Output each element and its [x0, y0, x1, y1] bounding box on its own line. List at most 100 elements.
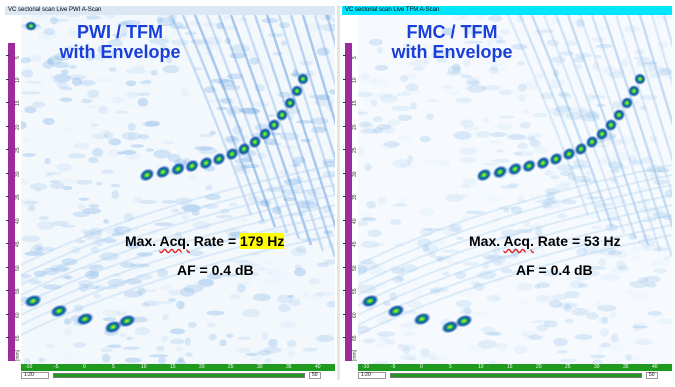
speckle — [69, 64, 78, 70]
speckle — [641, 234, 652, 240]
speckle — [574, 334, 593, 340]
speckle — [422, 153, 436, 158]
speckle — [175, 346, 184, 352]
right-scan-svg — [358, 15, 672, 364]
speckle — [21, 91, 41, 95]
left-zoom-field[interactable]: 1:20 — [21, 372, 49, 379]
left-slider-end[interactable]: 50 — [309, 372, 321, 379]
speckle — [619, 249, 628, 259]
speckle — [391, 105, 412, 112]
right-zoom-field[interactable]: 1:20 — [358, 372, 386, 379]
speckle — [372, 264, 384, 269]
speckle — [169, 21, 184, 29]
speckle — [52, 61, 69, 69]
speckle — [544, 169, 554, 176]
speckle — [584, 196, 603, 200]
speckle — [567, 171, 576, 180]
speckle — [281, 40, 287, 46]
speckle — [592, 225, 603, 230]
speckle — [610, 333, 619, 343]
speckle — [21, 69, 33, 78]
diffraction-streak — [181, 15, 265, 222]
speckle — [462, 178, 477, 187]
diffraction-streak — [265, 15, 335, 230]
right-echo-indications — [361, 73, 646, 334]
speckle — [299, 60, 313, 66]
speckle — [119, 332, 128, 339]
speckle — [649, 172, 661, 179]
right-rate-acq: Acq. — [503, 233, 534, 249]
speckle — [59, 86, 73, 91]
speckle — [534, 294, 552, 303]
right-depth-bar[interactable] — [345, 43, 352, 361]
echo-indication — [455, 314, 473, 328]
speckle — [324, 15, 333, 21]
speckle — [257, 267, 268, 271]
speckle — [307, 191, 314, 200]
speckle — [134, 64, 146, 70]
speckle — [271, 207, 282, 215]
speckle — [75, 239, 86, 244]
speckle — [495, 149, 504, 153]
speckle — [542, 269, 562, 277]
fmc-tfm-panel: VC sectorial scan Live TFM A-Scan 5 10 15 2… — [342, 6, 672, 380]
speckle — [323, 259, 335, 265]
speckle — [642, 216, 657, 223]
lateral-tick-label: 5 — [112, 364, 115, 370]
speckle — [481, 85, 502, 91]
echo-indication — [184, 159, 200, 173]
echo-indication — [574, 142, 588, 156]
speckle — [568, 106, 588, 113]
speckle — [300, 189, 317, 195]
speckle — [614, 358, 622, 364]
speckle — [556, 164, 575, 172]
speckle — [29, 245, 44, 255]
left-scan-slider[interactable] — [53, 373, 305, 378]
right-scan-slider[interactable] — [390, 373, 642, 378]
speckle — [466, 77, 480, 87]
left-rate-mid: Rate = — [189, 233, 241, 249]
speckle — [286, 111, 294, 121]
speckle — [288, 213, 303, 217]
lateral-tick-label: 35 — [623, 364, 629, 370]
depth-tick — [6, 78, 9, 80]
speckle — [462, 85, 474, 92]
lateral-tick-label: 20 — [199, 364, 205, 370]
right-slider-end[interactable]: 50 — [646, 372, 658, 379]
right-scan-image[interactable] — [358, 15, 672, 364]
speckle — [616, 260, 626, 270]
speckle — [376, 331, 396, 337]
speckle — [207, 242, 216, 248]
speckle — [300, 138, 312, 143]
speckle — [260, 198, 269, 204]
diffraction-streak — [21, 194, 335, 296]
speckle — [666, 135, 672, 142]
depth-tick — [6, 337, 9, 338]
speckle — [228, 259, 248, 263]
speckle — [137, 287, 146, 295]
speckle — [322, 205, 332, 213]
left-rate-value: 179 Hz — [240, 233, 285, 249]
lateral-tick-label: 10 — [141, 364, 147, 370]
speckle — [591, 359, 603, 364]
speckle — [102, 238, 117, 244]
speckle — [82, 207, 102, 215]
speckle — [632, 325, 648, 329]
speckle — [646, 282, 657, 288]
speckle — [396, 92, 411, 97]
speckle — [656, 69, 672, 76]
speckle — [153, 149, 171, 159]
left-depth-bar[interactable] — [8, 43, 15, 361]
speckle — [65, 15, 81, 18]
speckle — [93, 293, 102, 299]
left-scan-image[interactable] — [21, 15, 335, 364]
echo-indication — [441, 320, 459, 334]
speckle — [205, 47, 213, 56]
speckle — [441, 226, 462, 236]
speckle — [63, 318, 72, 325]
depth-tick — [343, 78, 346, 80]
speckle — [38, 357, 45, 363]
echo-indication — [492, 165, 508, 179]
speckle — [654, 16, 672, 20]
speckle — [221, 273, 238, 278]
